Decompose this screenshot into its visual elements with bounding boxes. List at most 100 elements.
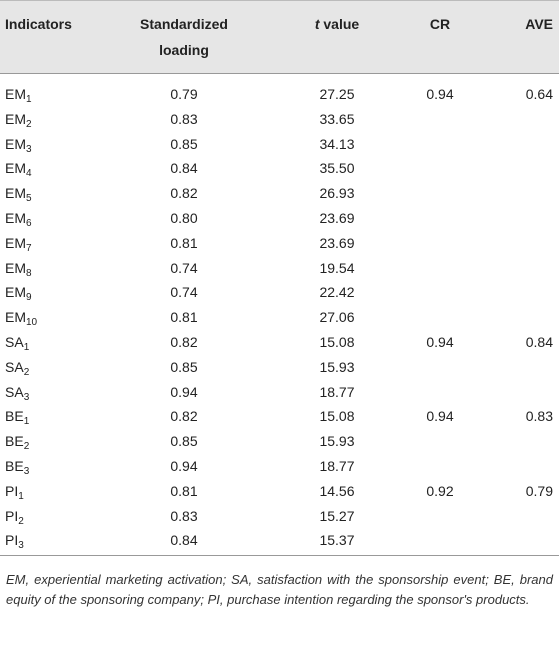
indicator: EM: [5, 135, 26, 152]
t-value-cell: 22.42: [319, 284, 355, 301]
loading-cell: 0.74: [170, 259, 198, 276]
indicator-subscript: 3: [23, 465, 30, 477]
ave-cell: 0.84: [525, 333, 553, 350]
indicator-subscript: 1: [23, 416, 30, 428]
cr-cell: 0.94: [426, 333, 454, 350]
table-row: EM5 0.82 26.93: [0, 181, 559, 206]
header-cell: AVE: [456, 0, 559, 74]
loading-cell: 0.81: [170, 309, 198, 326]
indicator-cell: EM4: [0, 156, 118, 181]
cr-cell: [424, 380, 456, 405]
header-symbol: t: [314, 16, 320, 32]
indicator: SA: [5, 358, 24, 375]
t-value-cell: 19.54: [319, 259, 355, 276]
table-row: EM1 0.79 27.25 0.94 0.64: [0, 74, 559, 107]
footnote: EM, experiential marketing activation; S…: [6, 572, 553, 608]
indicator-subscript: 1: [23, 341, 30, 353]
cr-cell: [424, 256, 456, 281]
indicator: EM: [5, 160, 26, 177]
table-row: BE3 0.94 18.77: [0, 454, 559, 479]
t-value-cell: 23.69: [319, 209, 355, 226]
ave-cell: [456, 504, 559, 529]
ave-cell: [456, 380, 559, 405]
cr-cell: [424, 454, 456, 479]
indicator: EM: [5, 234, 26, 251]
cr-cell: [424, 231, 456, 256]
table-body: EM1 0.79 27.25 0.94 0.64 EM2 0.83 33.65 EM3 0.85 3…: [0, 74, 559, 557]
header-row: Indicators Standardized loading t value …: [0, 0, 559, 74]
loading-cell: 0.84: [170, 160, 198, 177]
indicator-cell: PI2: [0, 504, 118, 529]
ave-cell: [456, 355, 559, 380]
indicator-subscript: 3: [23, 391, 30, 403]
table-row: EM8 0.74 19.54: [0, 256, 559, 281]
indicator-subscript: 1: [26, 94, 32, 105]
table-row: EM4 0.84 35.50: [0, 156, 559, 181]
ave-cell: [456, 181, 559, 206]
cr-cell: [424, 429, 456, 454]
cr-cell: 0.94: [426, 408, 454, 425]
table-row: EM7 0.81 23.69: [0, 231, 559, 256]
indicator: PI: [5, 532, 19, 549]
cr-cell: 0.92: [426, 482, 454, 499]
cr-cell: [424, 156, 456, 181]
indicator: EM: [5, 86, 26, 102]
cr-cell: [424, 181, 456, 206]
loading-cell: 0.84: [118, 528, 250, 557]
indicator: EM: [5, 209, 26, 226]
table: Indicators Standardized loading t value …: [0, 0, 559, 557]
loading-cell: 0.85: [170, 358, 198, 375]
t-value-cell: 33.65: [319, 110, 355, 127]
indicator-subscript: 6: [26, 217, 32, 229]
loading-cell: 0.83: [170, 110, 198, 127]
indicator-subscript: 8: [26, 267, 32, 279]
loading-cell: 0.94: [170, 457, 198, 474]
indicator: PI: [5, 482, 19, 499]
indicator-subscript: 3: [18, 540, 24, 552]
t-value-cell: 15.08: [319, 333, 355, 350]
cr-cell: 0.94: [426, 86, 454, 102]
indicator: PI: [5, 507, 19, 524]
cr-cell: [424, 504, 456, 529]
table-row: EM2 0.83 33.65: [0, 107, 559, 132]
ave-cell: [456, 206, 559, 231]
ave-cell: 0.79: [525, 482, 553, 499]
t-value-cell: 27.25: [319, 86, 355, 102]
indicator: BE: [5, 408, 24, 425]
loading-cell: 0.94: [170, 383, 198, 400]
indicator-subscript: 4: [26, 168, 32, 180]
indicator: SA: [5, 383, 24, 400]
indicator: EM: [5, 284, 26, 301]
indicator-subscript: 5: [26, 193, 32, 205]
ave-cell: [456, 528, 559, 557]
indicator: EM: [5, 110, 26, 127]
indicator-cell: SA2: [0, 355, 118, 380]
header-cell: CR: [424, 0, 456, 74]
indicator-subscript: 2: [18, 515, 24, 527]
indicator: EM: [5, 309, 26, 326]
indicator-cell: EM2: [0, 107, 118, 132]
table-row: BE2 0.85 15.93: [0, 429, 559, 454]
t-value-cell: 27.06: [319, 309, 355, 326]
cr-cell: [424, 305, 456, 330]
loading-cell: 0.79: [170, 86, 198, 102]
t-value-cell: 18.77: [319, 457, 355, 474]
indicator-cell: BE3: [0, 454, 118, 479]
t-value-cell: 15.08: [319, 408, 355, 425]
cr-cell: [424, 528, 456, 557]
indicator-cell: PI1: [0, 479, 118, 504]
indicator: BE: [5, 433, 24, 450]
loading-cell: 0.82: [170, 408, 198, 425]
indicator-cell: EM1: [0, 74, 118, 107]
loading-cell: 0.82: [170, 333, 198, 350]
ave-cell: [456, 305, 559, 330]
t-value-cell: 35.50: [319, 160, 355, 177]
indicator-cell: PI3: [0, 528, 118, 557]
cr-cell: [424, 107, 456, 132]
cr-cell: [424, 355, 456, 380]
table-row: SA1 0.82 15.08 0.94 0.84: [0, 330, 559, 355]
indicator-subscript: 1: [18, 490, 24, 502]
indicator-cell: EM7: [0, 231, 118, 256]
ave-cell: [456, 454, 559, 479]
